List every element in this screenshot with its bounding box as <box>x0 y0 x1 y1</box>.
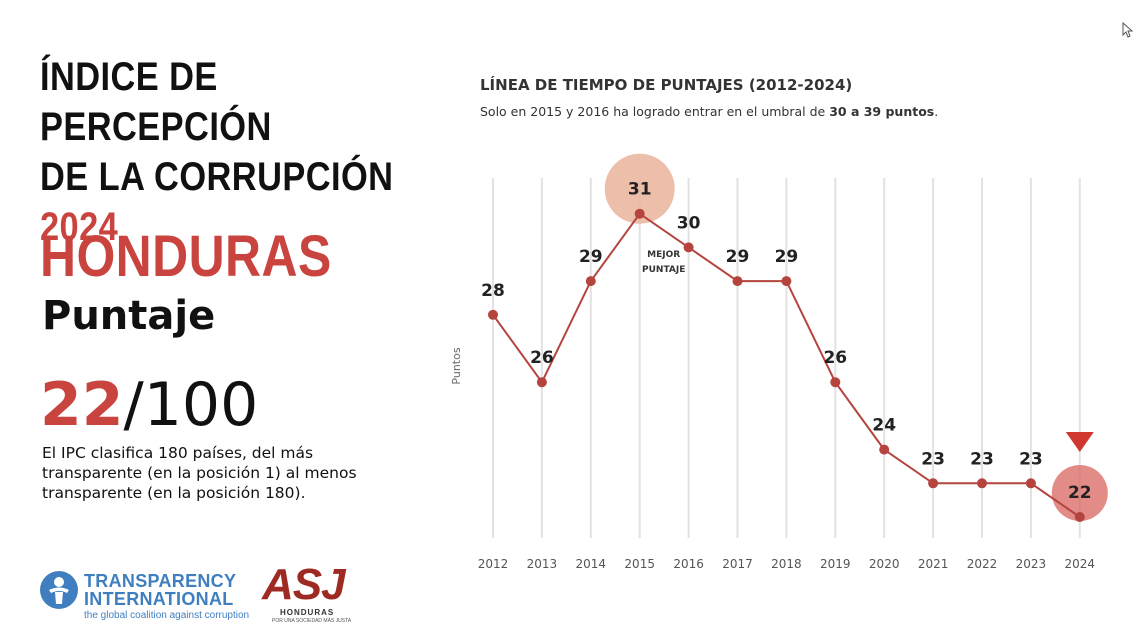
ti-tagline: the global coalition against corruption <box>84 610 250 621</box>
ti-globe-icon <box>40 571 78 609</box>
data-label-2020: 24 <box>872 416 896 436</box>
data-point-2019 <box>830 377 841 388</box>
asj-logo: ASJ HONDURAS POR UNA SOCIEDAD MÁS JUSTA <box>260 562 370 632</box>
data-label-2021: 23 <box>921 449 945 469</box>
chart-subtitle-suffix: . <box>934 104 939 119</box>
data-point-2021 <box>928 478 939 489</box>
title-line-2: DE LA CORRUPCIÓN 2024 <box>40 152 410 252</box>
data-label-2012: 28 <box>481 281 505 301</box>
data-label-2022: 23 <box>970 449 994 469</box>
score-value: 22 <box>40 370 124 440</box>
data-point-2015 <box>634 208 645 219</box>
score-max: /100 <box>123 370 259 440</box>
score-label: Puntaje <box>42 293 216 339</box>
best-score-highlight <box>604 153 675 224</box>
data-label-2018: 29 <box>775 247 799 267</box>
mouse-cursor-icon <box>1122 22 1133 38</box>
ti-name-line-2: INTERNATIONAL <box>84 589 234 609</box>
y-axis-label: Puntos <box>450 347 463 384</box>
data-point-2023 <box>1025 478 1036 489</box>
data-label-2013: 26 <box>530 348 554 368</box>
score-display: 22/100 <box>40 368 258 442</box>
description-text: El IPC clasifica 180 países, del más tra… <box>42 444 357 502</box>
title-line-2-text: DE LA CORRUPCIÓN <box>40 155 394 199</box>
data-point-2022 <box>977 478 987 489</box>
data-label-2017: 29 <box>726 247 750 267</box>
chart-subtitle-bold: 30 a 39 puntos <box>829 104 935 119</box>
x-tick-label-2020: 2020 <box>869 557 900 571</box>
data-point-2018 <box>781 276 792 287</box>
ti-name: TRANSPARENCY INTERNATIONAL <box>84 572 236 608</box>
data-point-2017 <box>732 276 743 287</box>
data-label-2014: 29 <box>579 247 603 267</box>
x-tick-label-2016: 2016 <box>673 557 704 571</box>
asj-subtitle: HONDURAS <box>280 608 335 617</box>
x-tick-label-2018: 2018 <box>771 557 802 571</box>
data-label-2015: 31 <box>628 180 652 200</box>
data-point-2014 <box>585 276 596 287</box>
data-label-2023: 23 <box>1019 449 1043 469</box>
chart-title: LÍNEA DE TIEMPO DE PUNTAJES (2012-2024) <box>480 76 853 94</box>
x-tick-label-2017: 2017 <box>722 557 753 571</box>
asj-tagline: POR UNA SOCIEDAD MÁS JUSTA <box>272 618 352 624</box>
x-tick-label-2014: 2014 <box>576 557 607 571</box>
x-tick-label-2012: 2012 <box>478 557 509 571</box>
annotation-line-2: PUNTAJE <box>642 265 685 275</box>
chart-subtitle-prefix: Solo en 2015 y 2016 ha logrado entrar en… <box>480 104 830 119</box>
x-tick-label-2022: 2022 <box>967 557 998 571</box>
page-title: ÍNDICE DE PERCEPCIÓN DE LA CORRUPCIÓN 20… <box>40 52 410 252</box>
ti-name-line-1: TRANSPARENCY <box>84 571 237 591</box>
data-label-2024: 22 <box>1068 483 1092 503</box>
latest-marker-icon <box>1065 432 1094 452</box>
x-tick-label-2013: 2013 <box>527 557 558 571</box>
title-line-1: ÍNDICE DE PERCEPCIÓN <box>40 55 272 149</box>
data-point-2020 <box>879 444 890 455</box>
data-point-2016 <box>683 242 694 253</box>
x-tick-label-2015: 2015 <box>624 557 655 571</box>
transparency-international-logo: TRANSPARENCY INTERNATIONAL the global co… <box>40 568 250 624</box>
x-tick-label-2021: 2021 <box>918 557 949 571</box>
title-year: 2024 <box>40 205 119 249</box>
chart-subtitle: Solo en 2015 y 2016 ha logrado entrar en… <box>480 104 938 119</box>
x-tick-label-2019: 2019 <box>820 557 851 571</box>
asj-name: ASJ <box>262 560 346 609</box>
annotation-line-1: MEJOR <box>647 250 680 260</box>
data-point-2013 <box>536 377 547 388</box>
x-tick-label-2024: 2024 <box>1065 557 1096 571</box>
data-point-2024 <box>1074 512 1085 522</box>
country-name: HONDURAS <box>40 224 332 289</box>
data-label-2016: 30 <box>677 213 701 233</box>
x-tick-label-2023: 2023 <box>1016 557 1047 571</box>
data-point-2012 <box>488 309 498 320</box>
ti-figure-icon <box>49 577 69 604</box>
data-label-2019: 26 <box>823 348 847 368</box>
